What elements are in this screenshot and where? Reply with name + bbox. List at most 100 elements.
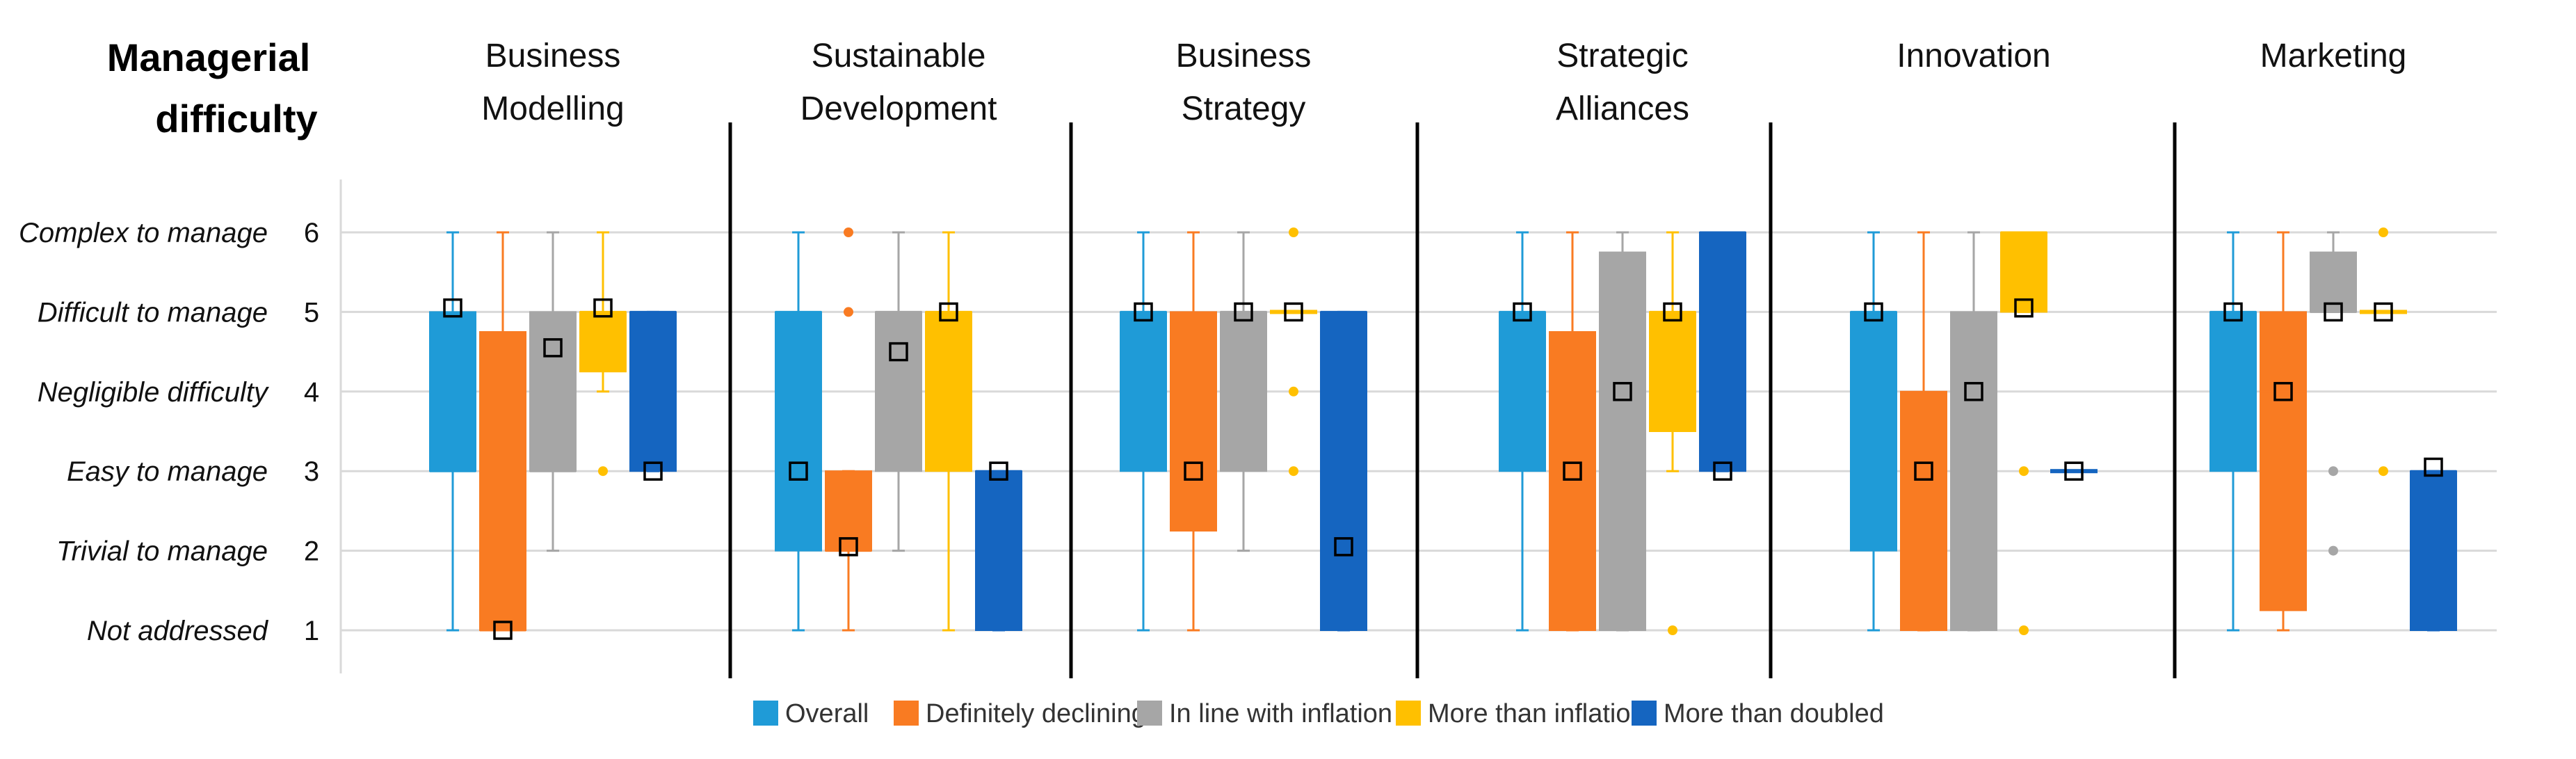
box-body (529, 311, 577, 472)
legend-swatch (1396, 701, 1421, 726)
mean-marker (1284, 302, 1303, 322)
mean-marker (1184, 461, 1203, 481)
outlier-point (1289, 227, 1298, 237)
mean-marker (989, 461, 1008, 481)
box-more-than-inflation (2000, 231, 2047, 635)
legend-swatch (1632, 701, 1657, 726)
outlier-point (2019, 466, 2029, 477)
mean-marker (1864, 302, 1883, 322)
group-title: Business (1176, 38, 1312, 74)
box-body (1170, 311, 1217, 532)
y-category-label: Complex to manage (19, 218, 268, 248)
group-innovation: Innovation (1850, 38, 2098, 635)
box-body (1699, 232, 1746, 472)
group-title: Innovation (1897, 38, 2051, 74)
box-overall (2209, 231, 2257, 632)
group-sustainable-development: Sustainable Development (775, 38, 1022, 632)
mean-marker (789, 461, 808, 481)
box-overall (1120, 231, 1167, 632)
box-body (825, 470, 872, 552)
y-category-label: Easy to manage (67, 456, 268, 487)
outlier-point (598, 466, 608, 477)
box-in-line-with-inflation (875, 231, 922, 552)
y-tick-label: 1 (304, 616, 319, 646)
group-title: Strategic (1556, 38, 1688, 74)
box-body (875, 311, 922, 472)
mean-marker (1613, 382, 1632, 401)
box-body (1549, 331, 1596, 631)
group-title: Development (800, 90, 997, 127)
box-more-than-doubled (629, 310, 677, 481)
y-category-label: Difficult to manage (38, 297, 268, 328)
box-more-than-doubled (2410, 457, 2457, 632)
box-body (1950, 311, 1997, 631)
box-overall (775, 231, 822, 632)
y-category-label: Not addressed (87, 616, 269, 646)
box-body (1599, 251, 1646, 632)
legend-swatch (1137, 701, 1162, 726)
box-definitely-declining (825, 227, 872, 632)
box-body (1320, 311, 1367, 631)
mean-marker (1663, 302, 1682, 322)
group-strategic-alliances: Strategic Alliances (1499, 38, 1746, 635)
outlier-point (844, 307, 853, 317)
box-in-line-with-inflation (2310, 231, 2357, 556)
box-more-than-doubled (2050, 461, 2098, 481)
box-body (1499, 311, 1546, 472)
legend-swatch (753, 701, 778, 726)
y-category-label: Trivial to manage (56, 536, 268, 567)
mean-marker (543, 338, 563, 358)
box-body (479, 331, 526, 631)
outlier-point (2019, 625, 2029, 635)
box-body (1850, 311, 1897, 552)
outlier-point (1289, 386, 1298, 397)
legend-item: More than doubled (1632, 699, 1884, 728)
box-in-line-with-inflation (1950, 231, 1997, 632)
legend-item: More than inflation (1396, 699, 1645, 728)
legend-item: Overall (753, 699, 869, 728)
mean-marker (643, 461, 663, 481)
outlier-point (844, 227, 853, 237)
chart-title-line-1: Managerial (107, 35, 311, 79)
chart-title-line-2: difficulty (155, 97, 317, 141)
box-body (975, 470, 1022, 632)
mean-marker (1134, 302, 1153, 322)
box-body (1900, 390, 1947, 631)
legend-item: In line with inflation (1137, 699, 1392, 728)
box-body (2410, 470, 2457, 632)
mean-marker (443, 298, 462, 318)
box-overall (429, 231, 476, 632)
mean-marker (2424, 457, 2443, 477)
mean-marker (889, 342, 908, 362)
legend-label: Overall (785, 699, 869, 728)
outlier-point (1289, 466, 1298, 477)
box-body (775, 311, 822, 552)
group-title: Sustainable (812, 38, 986, 74)
box-body (2260, 311, 2307, 612)
box-more-than-inflation (1270, 227, 1317, 477)
box-overall (1850, 231, 1897, 632)
mean-marker (2064, 461, 2084, 481)
box-more-than-inflation (579, 231, 627, 477)
outlier-point (2328, 466, 2338, 477)
group-title: Alliances (1556, 90, 1689, 127)
box-in-line-with-inflation (1220, 231, 1267, 552)
legend-item: Definitely declining (894, 699, 1146, 728)
y-tick-label: 3 (304, 456, 319, 487)
box-more-than-inflation (1649, 231, 1696, 635)
mean-marker (2324, 302, 2343, 322)
mean-marker (2014, 298, 2034, 318)
legend-label: Definitely declining (926, 699, 1146, 728)
mean-marker (493, 621, 513, 640)
box-body (2209, 311, 2257, 472)
box-more-than-inflation (2360, 227, 2407, 477)
legend-label: In line with inflation (1169, 699, 1392, 728)
y-tick-label: 6 (304, 218, 319, 248)
mean-marker (1914, 461, 1933, 481)
box-body (1120, 311, 1167, 472)
box-overall (1499, 231, 1546, 632)
group-title: Modelling (481, 90, 624, 127)
box-definitely-declining (1549, 231, 1596, 632)
legend-label: More than inflation (1428, 699, 1645, 728)
